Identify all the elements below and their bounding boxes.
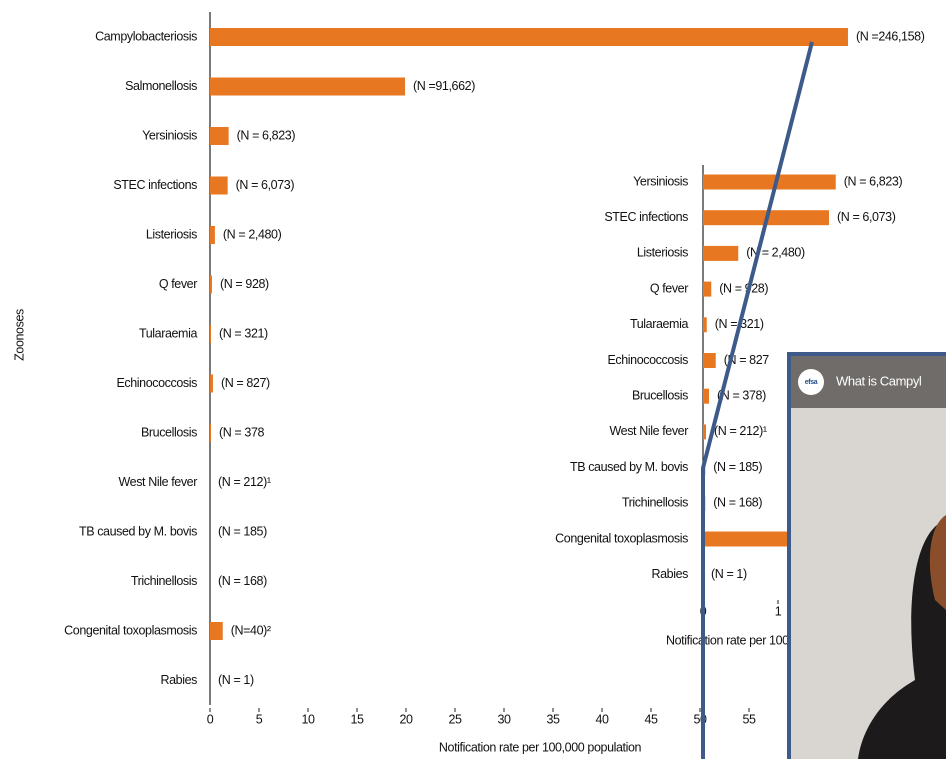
category-label: Trichinellosis (131, 574, 197, 588)
bar (210, 622, 223, 640)
category-label: Yersiniosis (142, 128, 197, 142)
x-tick-label: 5 (256, 712, 263, 726)
page: {"chart_data": [ {"type": "bar", "orient… (0, 0, 946, 759)
category-label: Brucellosis (632, 388, 688, 402)
bar-annotation: (N = 928) (719, 281, 768, 295)
x-tick-label: 0 (207, 712, 214, 726)
bar (703, 389, 709, 404)
bar-annotation: (N = 212)¹ (714, 424, 767, 438)
bar-annotation: (N = 378 (219, 425, 265, 439)
category-label: Rabies (651, 567, 688, 581)
category-label: West Nile fever (118, 475, 197, 489)
bar-annotation: (N = 168) (218, 574, 267, 588)
bar-annotation: (N = 1) (218, 673, 254, 687)
x-tick-label: 30 (497, 712, 511, 726)
bar-annotation: (N = 827) (221, 376, 270, 390)
y-axis-label: Zoonoses (12, 309, 26, 361)
category-label: STEC infections (113, 178, 197, 192)
bar (210, 424, 211, 442)
x-tick-label: 25 (448, 712, 462, 726)
category-label: Congenital toxoplasmosis (555, 531, 688, 545)
category-label: Rabies (160, 673, 197, 687)
x-tick-label: 20 (399, 712, 413, 726)
category-label: West Nile fever (609, 424, 688, 438)
bar-annotation: (N = 6,073) (236, 178, 295, 192)
bar-annotation: (N = 168) (713, 496, 762, 510)
bar (703, 424, 706, 439)
x-tick-label: 40 (595, 712, 609, 726)
bar-annotation: (N = 6,823) (237, 128, 296, 142)
x-tick-label: 15 (350, 712, 364, 726)
bar (210, 28, 848, 46)
logo: efsa (805, 379, 818, 386)
bar-annotation: (N = 321) (219, 326, 268, 340)
bar-annotation: (N = 6,823) (844, 174, 903, 188)
bar-annotation: (N =246,158) (856, 29, 925, 43)
category-label: TB caused by M. bovis (79, 524, 197, 538)
bar-annotation: (N = 212)¹ (218, 475, 271, 489)
category-label: Q fever (650, 281, 688, 295)
bar-annotation: (N = 2,480) (223, 227, 282, 241)
category-label: Brucellosis (141, 425, 197, 439)
screen: 0510152025303540455055Campylobacteriosis… (0, 0, 946, 759)
category-label: Trichinellosis (622, 496, 688, 510)
x-tick-label: 55 (742, 712, 756, 726)
bar-annotation: (N =91,662) (413, 79, 475, 93)
category-label: Echinococcosis (607, 353, 688, 367)
bar (703, 532, 801, 547)
bar (210, 325, 211, 343)
bar-annotation: (N = 6,073) (837, 210, 896, 224)
bar-annotation: (N=40)² (231, 623, 271, 637)
bar (210, 375, 213, 393)
bar (703, 246, 738, 261)
bar (210, 226, 215, 244)
category-label: Listeriosis (637, 246, 688, 260)
bar-annotation: (N = 185) (713, 460, 762, 474)
category-label: Q fever (159, 277, 197, 291)
video-title[interactable]: What is Campyl (836, 373, 922, 388)
bar-annotation: (N = 1) (711, 567, 747, 581)
category-label: Echinococcosis (116, 376, 197, 390)
category-label: Tularaemia (630, 317, 689, 331)
category-label: Campylobacteriosis (95, 29, 197, 43)
x-axis-label: Notification rate per 100,000 population (439, 740, 642, 754)
category-label: Tularaemia (139, 326, 198, 340)
x-tick-label: 1 (775, 604, 782, 618)
video-player[interactable]: efsa What is Campyl (789, 354, 946, 759)
category-label: Listeriosis (146, 227, 197, 241)
category-label: STEC infections (604, 210, 688, 224)
bar (703, 175, 836, 190)
bar (703, 353, 716, 368)
bar (210, 177, 228, 195)
bar-annotation: (N = 928) (220, 277, 269, 291)
bar-annotation: (N = 185) (218, 524, 267, 538)
category-label: Yersiniosis (633, 174, 688, 188)
category-label: Congenital toxoplasmosis (64, 623, 197, 637)
bar (210, 127, 229, 145)
x-tick-label: 10 (301, 712, 315, 726)
bar (210, 276, 212, 294)
x-tick-label: 45 (644, 712, 658, 726)
bar (210, 78, 405, 96)
category-label: Salmonellosis (125, 79, 197, 93)
bar (703, 317, 707, 332)
category-label: TB caused by M. bovis (570, 460, 688, 474)
bar (703, 282, 711, 297)
x-tick-label: 35 (546, 712, 560, 726)
